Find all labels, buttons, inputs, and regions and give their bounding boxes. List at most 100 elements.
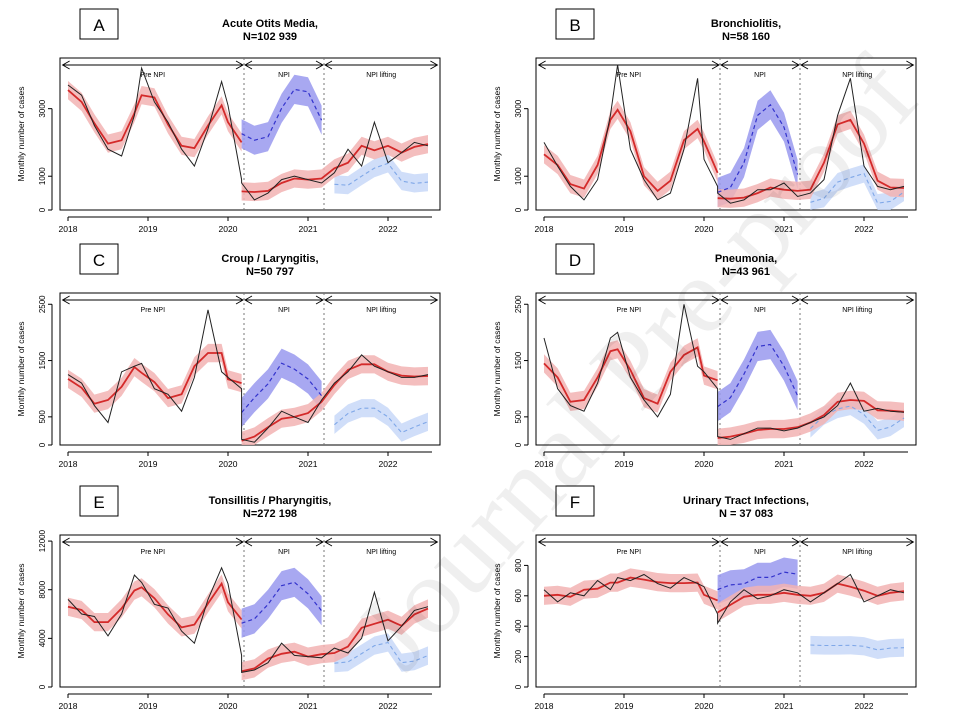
arrowhead-left	[800, 295, 809, 305]
x-tick-label: 2018	[535, 701, 554, 711]
counterfactual-band-lifting	[334, 154, 428, 195]
fitted-band-post	[717, 110, 904, 208]
panel-letter: E	[93, 493, 104, 512]
period-label: Pre NPI	[617, 72, 642, 79]
y-tick-label: 1500	[38, 351, 47, 369]
fitted-band-pre	[68, 81, 242, 158]
x-tick-label: 2022	[379, 701, 398, 711]
arrowhead-left	[800, 537, 809, 547]
y-tick-label: 3000	[38, 99, 47, 117]
counterfactual-line-lifting	[334, 162, 429, 186]
plot-frame	[59, 534, 441, 688]
fitted-band-post	[241, 355, 428, 445]
period-label: Pre NPI	[141, 72, 166, 79]
arrowhead-right	[711, 60, 720, 70]
arrowhead-right	[791, 60, 800, 70]
y-tick-label: 0	[38, 207, 47, 212]
x-tick-label: 2021	[299, 701, 318, 711]
observed-line	[543, 304, 905, 440]
chart-subtitle: N=50 797	[246, 266, 294, 278]
panel-letter: F	[570, 493, 580, 512]
x-tick-label: 2020	[219, 459, 238, 469]
arrowhead-right	[235, 60, 244, 70]
y-axis-label: Monthly number of cases	[492, 564, 502, 659]
x-tick-label: 2020	[695, 224, 714, 234]
observed-line	[67, 66, 429, 201]
x-tick-label: 2021	[775, 459, 794, 469]
x-tick-label: 2022	[379, 459, 398, 469]
y-tick-label: 600	[514, 589, 523, 603]
counterfactual-line-npi	[241, 362, 323, 413]
arrowhead-right	[430, 60, 439, 70]
y-tick-label: 1500	[514, 351, 523, 369]
panel-b: B Bronchiolitis,N=58 160 Pre NPI NPI NPI lif…	[492, 8, 917, 234]
observed-line	[543, 64, 905, 204]
arrowhead-left	[324, 60, 333, 70]
x-tick-label: 2019	[139, 459, 158, 469]
counterfactual-band-npi	[241, 348, 322, 428]
chart-title: Pneumonia,	[715, 253, 777, 265]
counterfactual-band-npi	[717, 329, 798, 422]
fitted-line-pre	[543, 576, 718, 602]
panel-letter: C	[93, 251, 105, 270]
period-label: Pre NPI	[617, 307, 642, 314]
counterfactual-band-lifting	[810, 635, 904, 659]
fitted-line-pre	[543, 108, 719, 193]
arrowhead-left	[720, 537, 729, 547]
x-tick-label: 2021	[775, 701, 794, 711]
counterfactual-line-npi	[241, 88, 323, 141]
counterfactual-line-lifting	[334, 407, 429, 434]
y-tick-label: 1000	[514, 167, 523, 185]
counterfactual-line-lifting	[334, 641, 429, 664]
y-tick-label: 8000	[38, 580, 47, 598]
chart-title: Acute Otits Media,	[222, 18, 318, 30]
period-label: NPI lifting	[842, 72, 872, 79]
panel-letter: D	[569, 251, 581, 270]
panel-letter-box	[79, 8, 119, 40]
arrowhead-right	[791, 537, 800, 547]
arrowhead-left	[244, 60, 253, 70]
x-tick-label: 2022	[855, 459, 874, 469]
x-tick-label: 2022	[379, 224, 398, 234]
arrowhead-left	[800, 60, 809, 70]
x-tick-label: 2018	[535, 224, 554, 234]
period-label: NPI	[278, 72, 290, 79]
y-tick-label: 200	[514, 649, 523, 663]
chart-title: Bronchiolitis,	[711, 18, 781, 30]
fitted-line-post	[241, 363, 429, 442]
fitted-band-post	[717, 574, 904, 622]
arrowhead-left	[537, 60, 546, 70]
counterfactual-line-npi	[241, 581, 323, 624]
y-tick-label: 0	[514, 684, 523, 689]
y-tick-label: 500	[514, 410, 523, 424]
x-tick-label: 2021	[299, 224, 318, 234]
arrowhead-right	[711, 295, 720, 305]
y-axis-label: Monthly number of cases	[492, 87, 502, 182]
x-tick-label: 2019	[139, 224, 158, 234]
y-axis-label: Monthly number of cases	[16, 322, 26, 417]
period-label: NPI	[278, 549, 290, 556]
y-axis-label: Monthly number of cases	[16, 564, 26, 659]
counterfactual-band-lifting	[810, 164, 904, 210]
arrowhead-left	[537, 295, 546, 305]
counterfactual-line-npi	[717, 571, 798, 591]
counterfactual-line-npi	[717, 103, 799, 193]
x-tick-label: 2022	[855, 224, 874, 234]
arrowhead-right	[791, 295, 800, 305]
chart-subtitle: N=272 198	[243, 508, 297, 520]
plot-frame	[59, 57, 441, 211]
arrowhead-left	[61, 60, 70, 70]
chart-subtitle: N = 37 083	[719, 508, 773, 520]
x-tick-label: 2018	[59, 701, 78, 711]
x-tick-label: 2021	[299, 459, 318, 469]
y-axis-label: Monthly number of cases	[16, 87, 26, 182]
arrowhead-right	[906, 60, 915, 70]
fitted-line-post	[717, 582, 905, 614]
chart-subtitle: N=102 939	[243, 31, 297, 43]
period-label: Pre NPI	[141, 307, 166, 314]
y-tick-label: 500	[38, 410, 47, 424]
y-tick-label: 4000	[38, 629, 47, 647]
period-label: NPI	[754, 549, 766, 556]
x-tick-label: 2021	[775, 224, 794, 234]
